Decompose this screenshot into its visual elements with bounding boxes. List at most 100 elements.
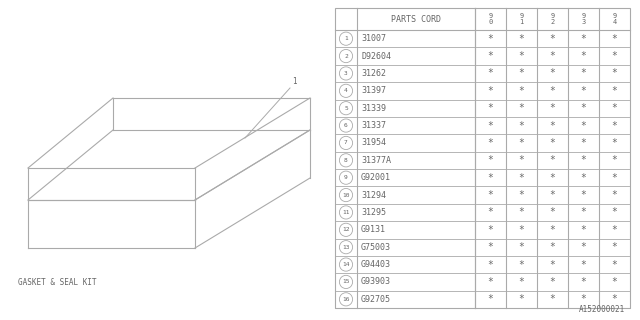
- Text: *: *: [612, 207, 618, 217]
- Text: 31295: 31295: [361, 208, 386, 217]
- Text: *: *: [580, 190, 586, 200]
- Text: *: *: [550, 51, 556, 61]
- Text: *: *: [518, 242, 524, 252]
- Text: *: *: [580, 34, 586, 44]
- Text: G94403: G94403: [361, 260, 391, 269]
- Text: *: *: [518, 207, 524, 217]
- Text: *: *: [612, 68, 618, 78]
- Text: 8: 8: [344, 158, 348, 163]
- Text: 13: 13: [342, 245, 349, 250]
- Text: 10: 10: [342, 193, 349, 197]
- Text: *: *: [580, 121, 586, 131]
- Text: *: *: [518, 34, 524, 44]
- Text: *: *: [580, 103, 586, 113]
- Text: *: *: [488, 277, 493, 287]
- Text: 5: 5: [344, 106, 348, 111]
- Text: *: *: [612, 225, 618, 235]
- Text: 6: 6: [344, 123, 348, 128]
- Text: G93903: G93903: [361, 277, 391, 286]
- Text: 7: 7: [344, 140, 348, 145]
- Text: *: *: [550, 155, 556, 165]
- Text: *: *: [488, 173, 493, 183]
- Text: 31294: 31294: [361, 191, 386, 200]
- Text: 16: 16: [342, 297, 349, 302]
- Text: *: *: [612, 260, 618, 269]
- Text: *: *: [550, 260, 556, 269]
- Text: *: *: [518, 190, 524, 200]
- Text: *: *: [580, 242, 586, 252]
- Text: *: *: [612, 51, 618, 61]
- Text: G92001: G92001: [361, 173, 391, 182]
- Text: *: *: [550, 225, 556, 235]
- Text: *: *: [580, 260, 586, 269]
- Text: *: *: [518, 51, 524, 61]
- Text: *: *: [580, 225, 586, 235]
- Text: 31337: 31337: [361, 121, 386, 130]
- Text: *: *: [488, 207, 493, 217]
- Text: *: *: [612, 173, 618, 183]
- Text: *: *: [550, 34, 556, 44]
- Text: 1: 1: [292, 77, 296, 86]
- Text: *: *: [580, 207, 586, 217]
- Text: *: *: [488, 51, 493, 61]
- Text: 2: 2: [344, 53, 348, 59]
- Text: *: *: [518, 173, 524, 183]
- Text: 31262: 31262: [361, 69, 386, 78]
- Text: 3: 3: [344, 71, 348, 76]
- Bar: [335, 8, 630, 308]
- Text: *: *: [518, 121, 524, 131]
- Text: *: *: [488, 103, 493, 113]
- Text: G9131: G9131: [361, 225, 386, 234]
- Text: 9
3: 9 3: [581, 13, 586, 25]
- Text: *: *: [580, 86, 586, 96]
- Text: *: *: [488, 260, 493, 269]
- Text: *: *: [550, 277, 556, 287]
- Text: *: *: [488, 86, 493, 96]
- Text: 31007: 31007: [361, 34, 386, 43]
- Text: *: *: [612, 155, 618, 165]
- Text: 31377A: 31377A: [361, 156, 391, 165]
- Text: *: *: [580, 138, 586, 148]
- Text: *: *: [488, 225, 493, 235]
- Text: *: *: [550, 207, 556, 217]
- Text: *: *: [488, 121, 493, 131]
- Text: *: *: [488, 190, 493, 200]
- Text: *: *: [580, 68, 586, 78]
- Text: 9
0: 9 0: [488, 13, 493, 25]
- Text: *: *: [580, 51, 586, 61]
- Text: *: *: [580, 155, 586, 165]
- Text: *: *: [550, 86, 556, 96]
- Text: *: *: [550, 68, 556, 78]
- Text: 1: 1: [344, 36, 348, 41]
- Text: G92705: G92705: [361, 295, 391, 304]
- Text: 11: 11: [342, 210, 349, 215]
- Text: *: *: [612, 103, 618, 113]
- Text: 9
4: 9 4: [612, 13, 616, 25]
- Text: *: *: [550, 242, 556, 252]
- Text: *: *: [612, 138, 618, 148]
- Text: *: *: [612, 277, 618, 287]
- Text: 9
1: 9 1: [520, 13, 524, 25]
- Text: *: *: [518, 138, 524, 148]
- Text: 9
2: 9 2: [550, 13, 555, 25]
- Text: 15: 15: [342, 279, 349, 284]
- Text: *: *: [550, 173, 556, 183]
- Text: *: *: [518, 86, 524, 96]
- Text: 31954: 31954: [361, 139, 386, 148]
- Text: GASKET & SEAL KIT: GASKET & SEAL KIT: [18, 278, 97, 287]
- Text: *: *: [550, 138, 556, 148]
- Text: D92604: D92604: [361, 52, 391, 60]
- Text: 12: 12: [342, 227, 349, 232]
- Text: *: *: [612, 34, 618, 44]
- Text: *: *: [550, 190, 556, 200]
- Text: *: *: [518, 68, 524, 78]
- Text: *: *: [488, 294, 493, 304]
- Text: *: *: [518, 277, 524, 287]
- Text: *: *: [488, 138, 493, 148]
- Text: G75003: G75003: [361, 243, 391, 252]
- Text: *: *: [550, 294, 556, 304]
- Text: *: *: [580, 173, 586, 183]
- Text: *: *: [580, 277, 586, 287]
- Text: *: *: [518, 294, 524, 304]
- Text: *: *: [612, 190, 618, 200]
